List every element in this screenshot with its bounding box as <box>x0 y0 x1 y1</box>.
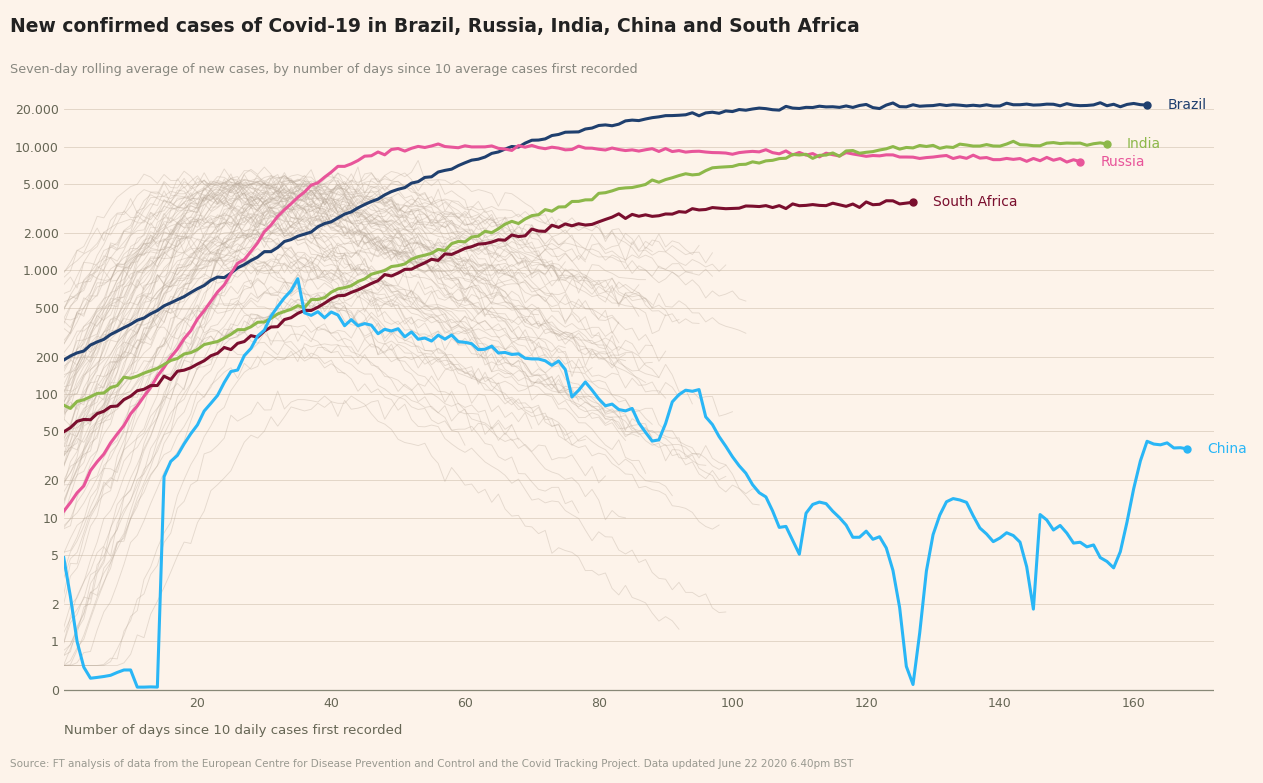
Text: Source: FT analysis of data from the European Centre for Disease Prevention and : Source: FT analysis of data from the Eur… <box>10 759 854 769</box>
Text: Brazil: Brazil <box>1167 98 1206 112</box>
Text: Seven-day rolling average of new cases, by number of days since 10 average cases: Seven-day rolling average of new cases, … <box>10 63 638 76</box>
Text: China: China <box>1207 442 1247 456</box>
Text: South Africa: South Africa <box>933 195 1018 209</box>
X-axis label: Number of days since 10 daily cases first recorded: Number of days since 10 daily cases firs… <box>63 723 402 737</box>
Text: India: India <box>1127 137 1161 151</box>
Text: Russia: Russia <box>1100 155 1144 168</box>
Text: New confirmed cases of Covid-19 in Brazil, Russia, India, China and South Africa: New confirmed cases of Covid-19 in Brazi… <box>10 17 860 36</box>
